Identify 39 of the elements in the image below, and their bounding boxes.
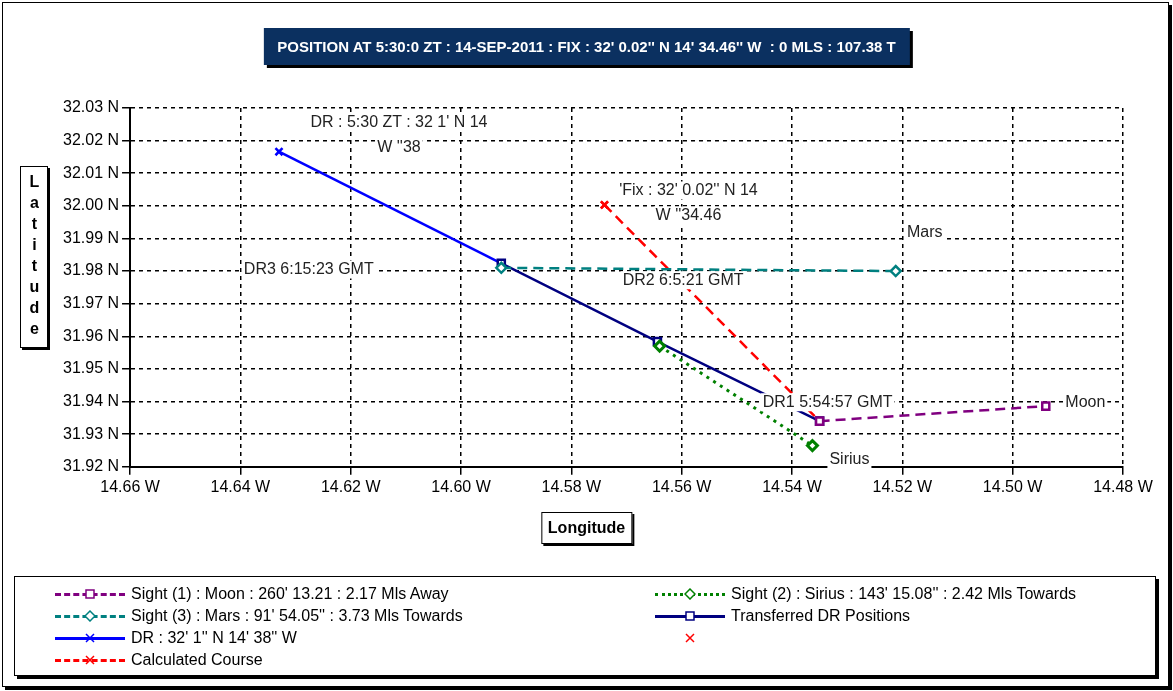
y-tick-label: 31.97 N <box>62 294 120 312</box>
x-tick-label: 14.64 W <box>210 477 272 495</box>
legend-label: Sight (3) : Mars : 91' 54.05'' : 3.73 Mls Towards <box>131 607 463 625</box>
y-tick-label: 31.99 N <box>62 228 120 246</box>
x-tick-label: 14.58 W <box>541 477 603 495</box>
y-tick-label: 32.00 N <box>62 196 120 214</box>
x-tick-label: 14.50 W <box>982 477 1044 495</box>
y-tick-label: 31.95 N <box>62 359 120 377</box>
annotation: 'Fix : 32' 0.02'' N 14 W ''34.46 <box>619 180 758 223</box>
y-tick-label: 32.02 N <box>62 131 120 149</box>
x-tick-label: 14.60 W <box>431 477 492 495</box>
x-tick-label: 14.54 W <box>762 477 823 495</box>
y-tick-label: 31.93 N <box>62 424 120 442</box>
x-tick-label: 14.52 W <box>872 477 934 495</box>
y-tick-label: 31.96 N <box>62 326 120 344</box>
y-tick-label: 32.03 N <box>62 98 120 116</box>
x-tick-label: 14.62 W <box>320 477 382 495</box>
legend-label: Calculated Course <box>131 651 263 669</box>
chart-title: POSITION AT 5:30:0 ZT : 14-SEP-2011 : FIX : 32' 0.02'' N 14' 34.46'' W : 0 MLS : 107.38 T <box>263 28 910 65</box>
y-tick-label: 32.01 N <box>62 163 120 181</box>
x-tick-label: 14.48 W <box>1093 477 1154 495</box>
legend-label: Transferred DR Positions <box>731 607 911 625</box>
annotation: DR : 5:30 ZT : 32 1' N 14 W ''38 <box>310 112 488 155</box>
y-tick-label: 31.98 N <box>62 261 120 279</box>
annotation: DR2 6:5:21 GMT <box>622 270 744 288</box>
x-axis-title: Longitude <box>540 512 633 544</box>
y-tick-label: 31.94 N <box>62 391 120 409</box>
y-axis-title: Latitude <box>20 166 48 348</box>
annotation: Sirius <box>829 450 870 467</box>
annotation: DR1 5:54:57 GMT <box>762 392 893 410</box>
legend-label: Sight (2) : Sirius : 143' 15.08'' : 2.42 Mls Towards <box>731 585 1077 603</box>
annotation: Mars <box>906 223 943 241</box>
annotation: Moon <box>1065 392 1106 410</box>
legend-label: Sight (1) : Moon : 260' 13.21 : 2.17 Mls Away <box>131 585 449 603</box>
y-tick-label: 31.92 N <box>62 457 120 475</box>
x-tick-label: 14.56 W <box>651 477 713 495</box>
legend-label: DR : 32' 1'' N 14' 38'' W <box>131 629 297 647</box>
annotation: DR3 6:15:23 GMT <box>243 259 374 277</box>
x-tick-label: 14.66 W <box>100 477 161 495</box>
